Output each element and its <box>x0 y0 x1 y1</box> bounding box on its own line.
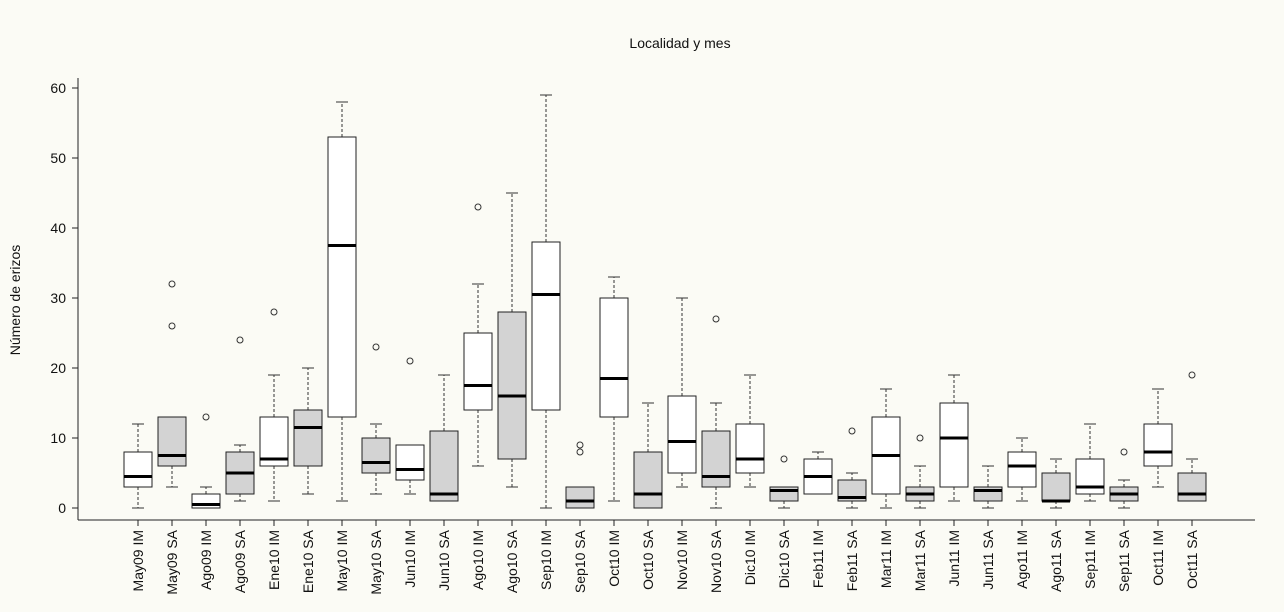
box <box>123 451 153 488</box>
outlier <box>168 322 176 330</box>
box <box>837 479 867 502</box>
y-tick-label: 50 <box>50 150 66 166</box>
box <box>939 402 969 488</box>
x-tick-label: Oct10 SA <box>640 529 656 590</box>
box <box>327 136 357 418</box>
x-tick-label: Dic10 SA <box>776 529 792 588</box>
x-tick-label: Dic10 IM <box>742 530 758 585</box>
box <box>735 423 765 474</box>
y-tick-label: 30 <box>50 290 66 306</box>
outlier <box>712 315 720 323</box>
box <box>667 395 697 474</box>
x-tick-label: Mar11 SA <box>912 529 928 591</box>
x-tick-label: Feb11 IM <box>810 530 826 588</box>
outlier <box>270 308 278 316</box>
box <box>1007 451 1037 488</box>
box <box>1041 472 1071 502</box>
x-tick-label: Nov10 SA <box>708 529 724 593</box>
box <box>463 332 493 411</box>
x-tick-label: Ago11 IM <box>1014 530 1030 589</box>
x-tick-label: Oct11 IM <box>1150 530 1166 586</box>
x-tick-label: Jun10 SA <box>436 529 452 590</box>
box <box>599 297 629 418</box>
x-tick-label: Ago09 IM <box>198 530 214 590</box>
y-tick-label: 10 <box>50 430 66 446</box>
x-tick-label: Oct10 IM <box>606 530 622 587</box>
outlier <box>202 413 210 421</box>
x-tick-label: Nov10 IM <box>674 530 690 590</box>
box <box>361 437 391 474</box>
outlier <box>1188 371 1196 379</box>
y-tick-label: 0 <box>58 500 66 516</box>
outlier <box>168 280 176 288</box>
chart-title: Localidad y mes <box>629 35 730 51</box>
box <box>565 486 595 509</box>
box <box>497 311 527 460</box>
x-tick-label: Sep11 SA <box>1116 529 1132 592</box>
outlier <box>236 336 244 344</box>
x-tick-label: Sep11 IM <box>1082 530 1098 589</box>
x-tick-label: May10 IM <box>334 530 350 591</box>
outlier <box>1120 448 1128 456</box>
y-tick-label: 60 <box>50 80 66 96</box>
box <box>1075 458 1105 495</box>
x-tick-label: Sep10 IM <box>538 530 554 590</box>
box <box>429 430 459 502</box>
x-tick-label: Feb11 SA <box>844 529 860 591</box>
x-tick-label: Oct11 SA <box>1184 529 1200 589</box>
x-tick-label: Ago09 SA <box>232 529 248 593</box>
box <box>293 409 323 467</box>
x-tick-label: Jun11 IM <box>946 530 962 587</box>
outlier <box>576 448 584 456</box>
outlier <box>576 441 584 449</box>
box <box>157 416 187 467</box>
x-tick-label: Ene10 SA <box>300 529 316 593</box>
outlier <box>372 343 380 351</box>
y-axis-label: Número de erizos <box>7 245 23 356</box>
outlier <box>848 427 856 435</box>
x-tick-label: May09 IM <box>130 530 146 591</box>
outlier <box>916 434 924 442</box>
x-tick-label: Ene10 IM <box>266 530 282 590</box>
outlier <box>474 203 482 211</box>
x-tick-label: May09 SA <box>164 529 180 594</box>
x-tick-label: Jun10 IM <box>402 530 418 588</box>
box <box>395 444 425 481</box>
x-tick-label: Ago10 IM <box>470 530 486 590</box>
y-tick-label: 40 <box>50 220 66 236</box>
x-tick-label: May10 SA <box>368 529 384 594</box>
box <box>701 430 731 488</box>
x-tick-label: Mar11 IM <box>878 530 894 588</box>
box <box>633 451 663 509</box>
x-tick-label: Jun11 SA <box>980 529 996 589</box>
box <box>531 241 561 411</box>
x-tick-label: Ago11 SA <box>1048 529 1064 592</box>
x-tick-label: Sep10 SA <box>572 529 588 593</box>
outlier <box>780 455 788 463</box>
box <box>1143 423 1173 467</box>
y-tick-label: 20 <box>50 360 66 376</box>
box <box>1177 472 1207 502</box>
x-tick-label: Ago10 SA <box>504 529 520 593</box>
outlier <box>406 357 414 365</box>
